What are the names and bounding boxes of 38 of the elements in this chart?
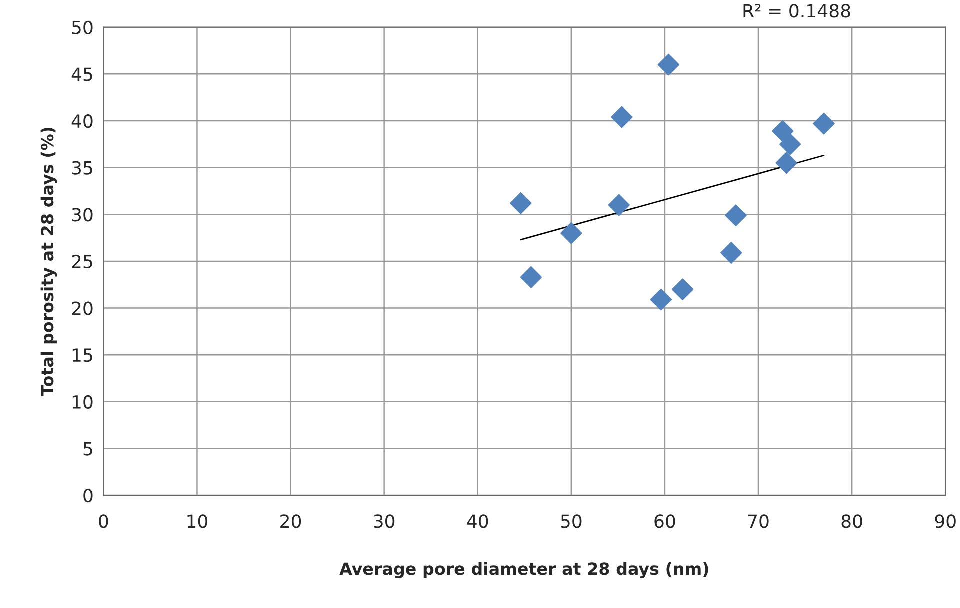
y-tick-label: 15 — [72, 348, 92, 362]
point — [725, 204, 747, 226]
y-tick-label: 45 — [72, 68, 92, 82]
point — [611, 106, 633, 128]
y-axis-title: Total porosity at 28 days (%) — [40, 128, 58, 396]
point — [772, 120, 794, 142]
point — [560, 222, 582, 244]
point — [520, 266, 542, 288]
y-tick-label: 30 — [72, 208, 93, 222]
y-tick-label: 35 — [72, 161, 92, 175]
x-tick-label: 80 — [842, 514, 862, 528]
y-tick-label: 40 — [72, 114, 93, 128]
y-tick-label: 20 — [72, 302, 93, 316]
y-tick-label: 5 — [84, 442, 92, 456]
point — [720, 242, 742, 264]
x-tick-label: 30 — [374, 514, 395, 528]
point — [658, 54, 680, 76]
x-tick-label: 60 — [654, 514, 676, 528]
x-axis-title: Average pore diameter at 28 days (nm) — [340, 562, 708, 579]
x-tick-label: 40 — [467, 514, 488, 528]
point — [776, 152, 798, 174]
x-tick-label: 20 — [280, 514, 302, 528]
y-tick-label: 50 — [72, 20, 93, 34]
point — [510, 192, 532, 214]
point — [813, 112, 835, 135]
x-tick-label: 50 — [561, 514, 582, 528]
x-tick-label: 10 — [188, 514, 208, 528]
point — [650, 288, 672, 311]
y-tick-label: 25 — [72, 254, 92, 269]
y-tick-label: 10 — [72, 395, 93, 410]
point — [608, 194, 630, 216]
text: R² = 0.1488 — [744, 4, 850, 18]
y-tick-label: 0 — [84, 488, 93, 503]
point — [779, 134, 802, 156]
x-tick-label: 90 — [935, 514, 956, 528]
x-tick-label: 70 — [748, 514, 769, 528]
point — [672, 278, 694, 300]
x-tick-label: 0 — [99, 514, 108, 528]
